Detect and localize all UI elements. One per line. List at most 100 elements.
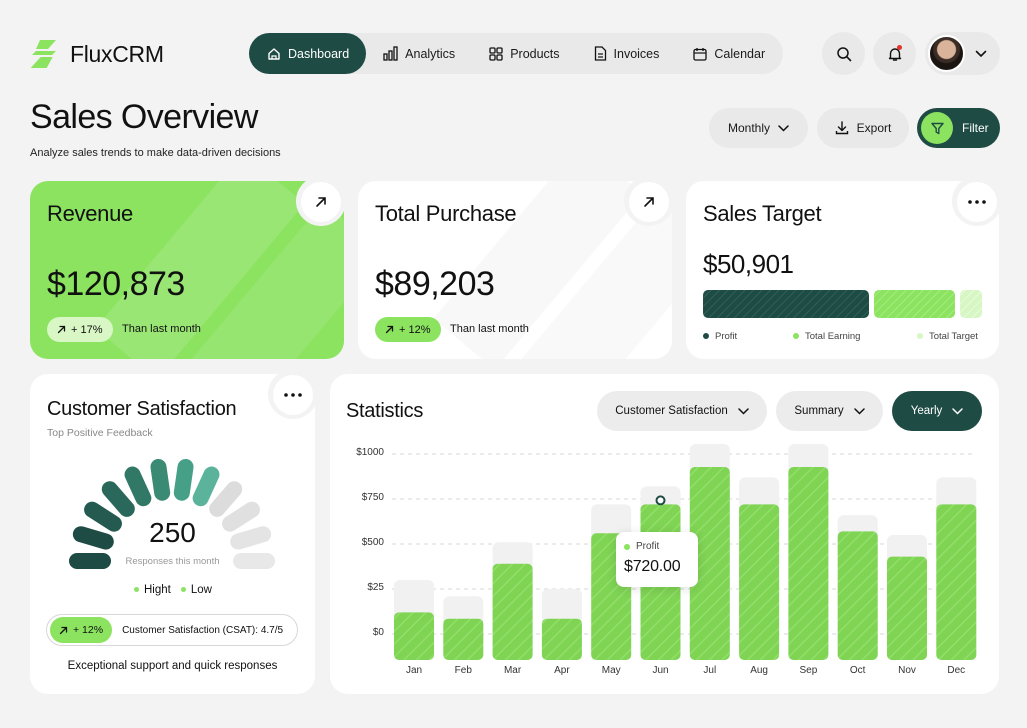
flux-logo-icon [30, 40, 56, 68]
sales-target-bar [703, 290, 982, 318]
satisfaction-caption: Responses this month [125, 556, 220, 567]
chevron-down-icon [778, 124, 789, 132]
x-tick-label: Nov [898, 665, 916, 676]
satisfaction-menu-button[interactable] [273, 375, 313, 415]
gauge-segment [222, 501, 260, 532]
notification-dot [897, 45, 902, 50]
satisfaction-card: Customer Satisfaction Top Positive Feedb… [30, 374, 315, 694]
purchase-note: Than last month [450, 323, 529, 335]
revenue-change: + 17% [71, 323, 103, 336]
filter-button[interactable]: Filter [917, 108, 1000, 148]
tooltip-label: Profit [636, 541, 660, 552]
nav-dashboard-label: Dashboard [288, 46, 350, 61]
view-select[interactable]: Summary [776, 391, 883, 431]
nav-analytics[interactable]: Analytics [366, 33, 472, 74]
tooltip-value: $720.00 [624, 558, 681, 575]
more-horizontal-icon [968, 200, 986, 204]
gauge-segment [230, 526, 272, 550]
x-tick-label: Apr [554, 665, 570, 676]
export-button[interactable]: Export [817, 108, 909, 148]
highlight-point [655, 495, 666, 506]
nav-calendar[interactable]: Calendar [676, 33, 782, 74]
main-nav: Dashboard Analytics Products Invoices Ca… [249, 33, 783, 74]
x-tick-label: Mar [503, 665, 522, 676]
metric-select[interactable]: Customer Satisfaction [597, 391, 767, 431]
app-logo[interactable]: FluxCRM [30, 38, 164, 70]
satisfaction-footer: Exceptional support and quick responses [67, 660, 278, 672]
target-segment [960, 290, 982, 318]
gauge-segment [124, 466, 152, 507]
bar-jan [394, 612, 434, 660]
purchase-change: + 12% [399, 323, 431, 336]
nav-dashboard[interactable]: Dashboard [249, 33, 367, 74]
more-horizontal-icon [284, 393, 302, 397]
revenue-title: Revenue [47, 201, 133, 226]
nav-invoices[interactable]: Invoices [577, 33, 677, 74]
nav-products[interactable]: Products [472, 33, 576, 74]
filter-label: Filter [962, 121, 989, 135]
statistics-chart [392, 444, 977, 660]
y-tick-label: $1000 [356, 447, 384, 458]
csat-change: + 12% [73, 624, 104, 636]
metric-select-label: Customer Satisfaction [615, 405, 728, 417]
user-menu[interactable] [925, 32, 1000, 75]
bar-aug [739, 504, 780, 660]
y-tick-label: $500 [361, 537, 384, 548]
grid-icon [489, 46, 503, 61]
gauge-segment [84, 501, 122, 532]
revenue-open-button[interactable] [301, 182, 341, 222]
csat-text: Customer Satisfaction (CSAT): 4.7/5 [122, 624, 284, 636]
period-filter-label: Yearly [910, 405, 943, 417]
x-tick-label: Jan [405, 665, 423, 676]
purchase-card[interactable]: Total Purchase $89,203 + 12% Than last m… [358, 181, 672, 359]
satisfaction-value: 250 [149, 517, 196, 548]
gauge-segment [209, 481, 243, 517]
arrow-up-right-icon [59, 626, 68, 634]
revenue-card[interactable]: Revenue $120,873 + 17% Than last month [30, 181, 344, 359]
nav-calendar-label: Calendar [714, 46, 766, 61]
page-title: Sales Overview [30, 98, 258, 136]
period-filter-select[interactable]: Yearly [892, 391, 982, 431]
tooltip-dot [624, 543, 630, 550]
gauge-segment [72, 526, 114, 550]
y-tick-label: $25 [367, 582, 384, 593]
bar-jul [689, 467, 730, 660]
notifications-button[interactable] [873, 32, 916, 75]
bar-nov [887, 556, 927, 660]
gauge-segment [233, 553, 275, 569]
sales-target-menu-button[interactable] [957, 182, 997, 222]
revenue-value: $120,873 [47, 265, 185, 303]
filter-icon-circle [921, 112, 953, 144]
app-name: FluxCRM [70, 40, 164, 67]
y-tick-label: $0 [372, 627, 384, 638]
satisfaction-gauge [69, 458, 275, 569]
nav-products-label: Products [510, 46, 560, 61]
satisfaction-legend: Hight Low [134, 584, 212, 596]
legend-high: Hight [144, 584, 171, 596]
avatar [928, 35, 965, 72]
period-select[interactable]: Monthly [709, 108, 808, 148]
sales-target-card[interactable]: Sales Target $50,901 Profit Total Earnin… [686, 181, 999, 359]
chevron-down-icon [975, 50, 987, 57]
arrow-up-right-icon [644, 197, 654, 207]
search-button[interactable] [822, 32, 865, 75]
calendar-icon [693, 47, 708, 61]
x-tick-label: Aug [750, 665, 768, 676]
satisfaction-subtitle: Top Positive Feedback [47, 427, 153, 439]
chart-tooltip: Profit $720.00 [616, 532, 698, 587]
revenue-change-badge: + 17% [47, 317, 113, 342]
chevron-down-icon [853, 407, 865, 415]
x-tick-label: Jul [703, 665, 717, 676]
legend-low: Low [190, 584, 212, 596]
chevron-down-icon [738, 407, 749, 415]
x-tick-label: Jun [652, 665, 669, 676]
purchase-open-button[interactable] [629, 182, 669, 222]
legend-total-earning: Total Earning [805, 331, 861, 342]
arrow-up-right-icon [385, 325, 394, 334]
document-icon [594, 46, 606, 61]
y-tick-label: $750 [361, 492, 384, 503]
funnel-icon [930, 122, 944, 134]
legend-total-target: Total Target [929, 331, 978, 342]
x-tick-label: Oct [849, 665, 866, 676]
gauge-segment [150, 458, 171, 501]
